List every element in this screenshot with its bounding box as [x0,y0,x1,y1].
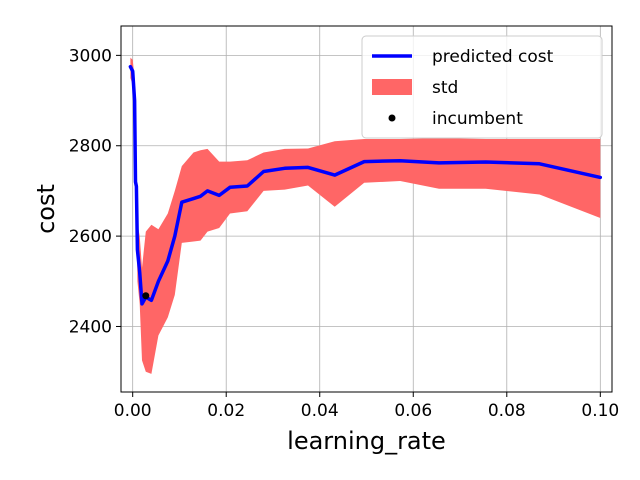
legend-box [361,35,603,139]
incumbent-layer [142,292,150,300]
x-tick-label: 0.04 [301,401,339,421]
y-axis-label: cost [32,184,60,234]
x-axis-label: learning_rate [287,427,446,455]
axis-ticks: 0.00 0.02 0.04 0.06 0.08 0.10 2400 2600 2800 3000 [69,46,620,421]
x-tick-label: 0.06 [394,401,432,421]
x-tick-label: 0.02 [207,401,245,421]
legend-band-swatch [372,79,412,95]
plot-frame [120,25,613,393]
x-tick-label: 0.00 [114,401,152,421]
std-band-layer [130,57,601,374]
legend-label: predicted cost [432,47,554,67]
y-tick-label: 2800 [69,137,112,157]
incumbent-point [142,292,150,300]
x-tick-label: 0.08 [488,401,526,421]
y-tick-label: 2600 [69,227,112,247]
legend: predicted cost std incumbent [361,35,603,139]
predicted-cost-line [128,64,603,306]
legend-label: std [432,78,458,98]
y-tick-label: 2400 [69,317,112,337]
std-band [130,57,601,374]
legend-point-swatch [388,114,396,122]
predicted-cost-layer [128,64,603,306]
legend-label: incumbent [432,109,523,129]
y-tick-label: 3000 [69,46,112,66]
x-tick-label: 0.10 [581,401,619,421]
